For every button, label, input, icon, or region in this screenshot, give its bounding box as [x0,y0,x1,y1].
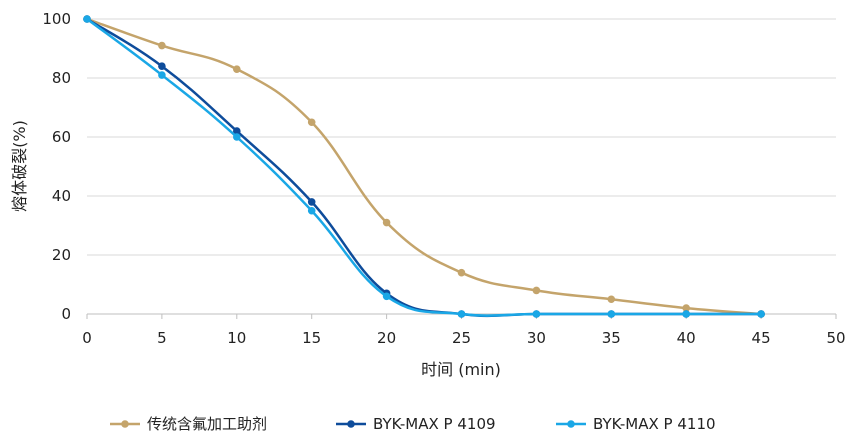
y-tick-label: 100 [42,10,71,28]
series-group [83,15,765,318]
data-point [83,15,91,23]
series-line [86,17,762,318]
series-1 [83,15,765,318]
data-point [682,310,690,318]
x-tick-label: 10 [227,329,246,347]
x-tick-label: 25 [452,329,471,347]
x-axis-title: 时间 (min) [421,360,501,379]
legend-marker-icon [347,420,355,428]
data-point [158,71,166,79]
data-point [607,295,616,304]
x-tick-label: 35 [602,329,621,347]
x-tick-label: 40 [677,329,696,347]
gridlines [87,18,836,256]
legend-label: 传统含氟加工助剂 [147,415,267,433]
data-point [382,292,391,301]
data-point [457,268,466,277]
y-tick-label: 0 [61,305,71,323]
legend-item: BYK-MAX P 4110 [556,415,716,433]
x-tick-label: 20 [377,329,396,347]
legend-marker-icon [121,420,129,428]
series-2 [83,15,765,318]
y-tick-label: 20 [52,246,71,264]
data-point [307,118,316,127]
y-tick-label: 60 [52,128,71,146]
x-tick-label: 15 [302,329,321,347]
data-point [158,41,166,50]
y-axis-title: 熔体破裂(%) [10,120,29,212]
x-tick-label: 5 [157,329,167,347]
data-point [307,206,316,215]
series-line [86,17,762,316]
data-point [607,310,616,318]
x-tick-label: 45 [752,329,771,347]
legend-marker-icon [567,420,575,428]
data-point [233,133,241,141]
data-point [532,286,541,295]
series-line [86,17,762,317]
data-point [158,62,166,70]
legend: 传统含氟加工助剂 BYK-MAX P 4109 BYK-MAX P 4110 [110,415,716,433]
data-point [682,304,690,312]
x-tick-label: 50 [826,329,845,347]
x-tick-label: 30 [527,329,546,347]
legend-label: BYK-MAX P 4109 [373,415,496,433]
x-tick-label: 0 [82,329,92,347]
data-point [532,310,541,318]
data-point [757,310,765,318]
series-3 [83,15,765,318]
data-point [457,310,466,318]
legend-item: BYK-MAX P 4109 [336,415,496,433]
y-tick-label: 40 [52,187,71,205]
legend-label: BYK-MAX P 4110 [593,415,716,433]
legend-item: 传统含氟加工助剂 [110,415,267,433]
axes: 0 20 40 60 80 100 0 5 10 15 20 25 30 35 40 45 50 [42,10,845,347]
y-tick-label: 80 [52,69,71,87]
data-point [382,218,391,227]
data-point [233,127,241,135]
data-point [233,65,241,73]
data-point [307,198,316,206]
